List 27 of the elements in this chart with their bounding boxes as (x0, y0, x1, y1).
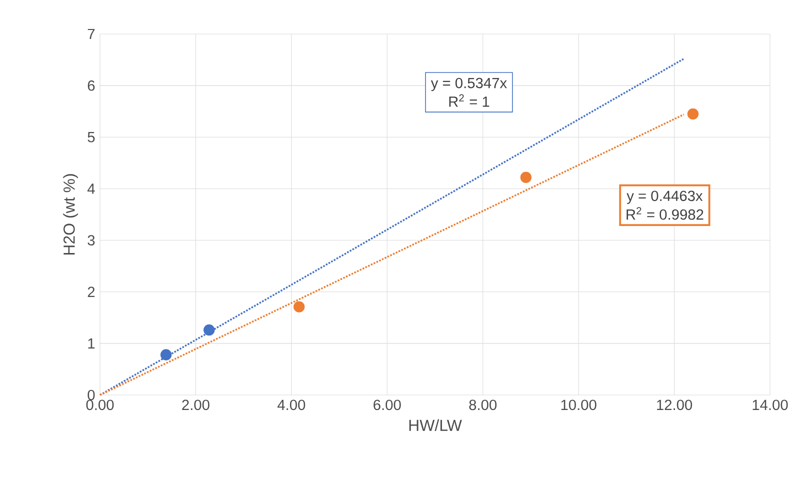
point (293, 301, 305, 312)
y-tick-label: 3 (88, 235, 95, 246)
y-tick-label: 6 (88, 80, 95, 91)
point (160, 349, 172, 360)
point (687, 108, 699, 120)
x-tick-label: 14.00 (752, 400, 788, 410)
annotation: y = 0.5347x (430, 78, 507, 92)
x-tick-label: 10.00 (561, 400, 596, 410)
y-tick-label: 7 (88, 28, 95, 40)
y-tick-label: 0 (88, 390, 95, 400)
annotation: R$^{2}$ = 0.9982 (626, 207, 704, 220)
point (204, 324, 215, 336)
x-tick-label: 6.00 (374, 400, 401, 410)
x-tick-label: 2.00 (182, 400, 210, 410)
x-tick-label: 8.00 (469, 400, 497, 410)
y-tick-label: 5 (88, 132, 95, 142)
y-tick-label: 2 (88, 286, 95, 297)
annotation: R$^{2}$ = 1 (449, 94, 490, 107)
x-tick-label: 4.00 (277, 400, 306, 410)
x-tick-label: 0.00 (86, 400, 114, 410)
y-tick-label: 4 (87, 184, 95, 194)
x-axis-title: HW/LW (409, 419, 462, 431)
point (520, 172, 532, 183)
x-tick-label: 12.00 (657, 400, 692, 410)
annotation: y = 0.4463x (626, 190, 703, 204)
y-tick-label: 1 (88, 338, 95, 348)
y-axis-title: H2O (wt %) (63, 174, 78, 255)
